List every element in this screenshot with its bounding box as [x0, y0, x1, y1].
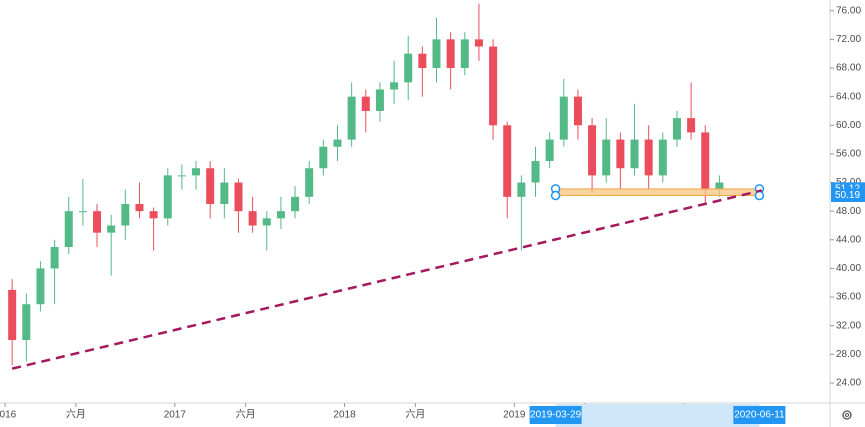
candle-body [22, 304, 31, 341]
y-tick-label: 24.00 [836, 378, 861, 389]
x-tick-label: 2019 [503, 410, 526, 421]
candle-body [50, 246, 59, 269]
candle-body [672, 118, 681, 140]
date-label-box [529, 406, 582, 424]
candle-body [149, 211, 158, 219]
y-tick-label: 40.00 [836, 263, 861, 274]
x-tick-label: 六月 [66, 409, 86, 421]
candle-body [262, 218, 271, 226]
candle-body [446, 39, 455, 69]
price-range-band [555, 188, 760, 196]
candle-body [545, 139, 554, 162]
x-tick-label: 2018 [333, 410, 356, 421]
candle-body [135, 204, 144, 212]
candle-body [361, 96, 370, 111]
date-label: 2019-03-29 [530, 410, 582, 421]
candle-body [573, 96, 582, 126]
settings-icon[interactable] [842, 410, 852, 420]
y-tick-label: 32.00 [836, 320, 861, 331]
candle-body [644, 139, 653, 176]
candle-body [347, 96, 356, 140]
y-tick-label: 36.00 [836, 292, 861, 303]
y-tick-label: 28.00 [836, 349, 861, 360]
y-tick-label: 68.00 [836, 63, 861, 74]
x-tick-label: 六月 [236, 409, 256, 421]
candle-body [220, 182, 229, 205]
gear-hub [845, 413, 849, 417]
price-label: 51.12 [835, 183, 860, 194]
candle-body [177, 175, 186, 177]
candle-body [248, 211, 257, 226]
trendline [11, 189, 763, 370]
gear-ring [842, 410, 852, 420]
x-tick-label: 2017 [164, 410, 187, 421]
candle-body [333, 139, 342, 147]
y-tick-label: 64.00 [836, 91, 861, 102]
candle-body [531, 161, 540, 183]
candle-body [375, 89, 384, 111]
candle-body [432, 39, 441, 69]
candle-body [658, 139, 667, 176]
candle-body [8, 289, 17, 341]
band-handle [754, 190, 765, 201]
candle-body [121, 204, 130, 226]
candle-body [715, 182, 724, 190]
candle-body [276, 211, 285, 219]
candle-body [163, 175, 172, 219]
date-label: 2020-06-11 [734, 410, 785, 421]
price-label: 50.19 [835, 190, 860, 201]
candle-body [460, 39, 469, 69]
candle-body [291, 196, 300, 212]
y-tick-label: 48.00 [836, 206, 861, 217]
x-tick-label: 2016 [0, 410, 17, 421]
y-tick-label: 56.00 [836, 149, 861, 160]
x-tick-label: 六月 [405, 409, 425, 421]
candle-body [319, 146, 328, 169]
band-handle [550, 190, 561, 201]
candle-body [234, 182, 243, 212]
candle-body [107, 225, 116, 233]
candle-body [701, 132, 710, 190]
candle-body [206, 168, 215, 205]
y-tick-label: 44.00 [836, 234, 861, 245]
candle-body [36, 268, 45, 305]
y-tick-label: 76.00 [836, 5, 861, 16]
candle-body [687, 118, 696, 133]
candle-body [630, 139, 639, 169]
candle-body [93, 211, 102, 233]
candle-body [390, 82, 399, 90]
candle-body [192, 168, 201, 176]
candle-body [305, 168, 314, 197]
y-tick-label: 72.00 [836, 34, 861, 45]
candle-body [517, 182, 526, 197]
candle-body [559, 96, 568, 140]
candle-body [404, 53, 413, 83]
candle-body [503, 125, 512, 197]
candle-body [489, 46, 498, 126]
candle-body [78, 211, 87, 213]
price-label-box [831, 188, 865, 202]
candle-body [616, 139, 625, 169]
candle-body [474, 39, 483, 47]
candle-body [602, 139, 611, 176]
y-tick-label: 60.00 [836, 120, 861, 131]
candle-body [64, 211, 73, 247]
candle-body [588, 125, 597, 176]
candle-body [418, 53, 427, 69]
date-label-box [733, 406, 786, 424]
time-range-highlight [555, 404, 760, 427]
